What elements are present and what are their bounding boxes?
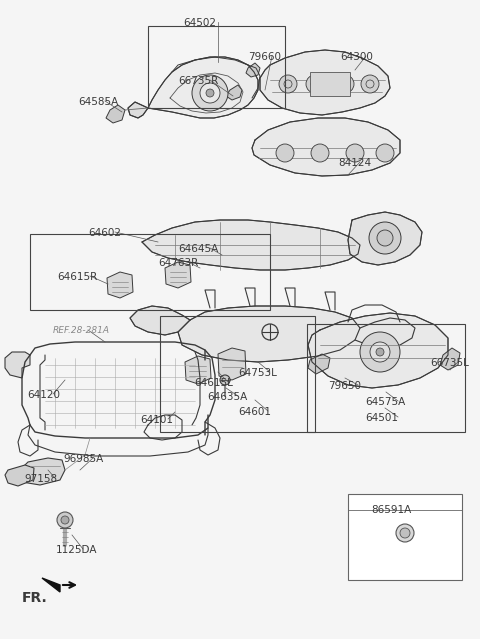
Bar <box>348 494 462 580</box>
Bar <box>160 316 315 432</box>
Bar <box>307 324 465 432</box>
Text: 66735R: 66735R <box>178 76 218 86</box>
Polygon shape <box>348 212 422 265</box>
Circle shape <box>306 75 324 93</box>
Circle shape <box>370 342 390 362</box>
Polygon shape <box>165 262 191 288</box>
Circle shape <box>346 144 364 162</box>
Text: 64635A: 64635A <box>207 392 247 402</box>
Polygon shape <box>308 354 330 374</box>
Text: 64502: 64502 <box>183 18 216 28</box>
Polygon shape <box>218 348 246 380</box>
Polygon shape <box>252 118 400 176</box>
Polygon shape <box>148 57 258 118</box>
Bar <box>148 26 285 108</box>
Polygon shape <box>260 50 390 115</box>
Text: 97158: 97158 <box>24 474 57 484</box>
Text: 96985A: 96985A <box>63 454 103 464</box>
Text: 64585A: 64585A <box>78 97 118 107</box>
Polygon shape <box>106 105 125 123</box>
Text: FR.: FR. <box>22 591 48 605</box>
Text: 66735L: 66735L <box>430 358 469 368</box>
Circle shape <box>396 524 414 542</box>
Circle shape <box>311 144 329 162</box>
Text: 79650: 79650 <box>328 381 361 391</box>
Text: 64763R: 64763R <box>158 258 198 268</box>
Polygon shape <box>185 356 211 384</box>
Text: 84124: 84124 <box>338 158 371 168</box>
Text: 64615R: 64615R <box>57 272 97 282</box>
Text: 64101: 64101 <box>140 415 173 425</box>
Circle shape <box>279 75 297 93</box>
Circle shape <box>400 528 410 538</box>
Circle shape <box>369 222 401 254</box>
Circle shape <box>192 75 228 111</box>
Text: 64753L: 64753L <box>238 368 277 378</box>
Text: 64501: 64501 <box>365 413 398 423</box>
Polygon shape <box>18 458 65 485</box>
Text: 64300: 64300 <box>340 52 373 62</box>
Circle shape <box>376 348 384 356</box>
Polygon shape <box>130 306 190 335</box>
Text: 64602: 64602 <box>88 228 121 238</box>
Text: 64645A: 64645A <box>178 244 218 254</box>
Text: 64575A: 64575A <box>365 397 405 407</box>
Circle shape <box>200 83 220 103</box>
Polygon shape <box>226 85 242 100</box>
Polygon shape <box>178 306 360 362</box>
Polygon shape <box>5 352 30 378</box>
Polygon shape <box>42 578 60 592</box>
Text: 64601: 64601 <box>238 407 271 417</box>
Circle shape <box>206 89 214 97</box>
Text: 86591A: 86591A <box>371 505 411 515</box>
Circle shape <box>220 375 230 385</box>
Text: 64615L: 64615L <box>194 378 233 388</box>
Polygon shape <box>5 465 34 486</box>
Circle shape <box>61 516 69 524</box>
Circle shape <box>276 144 294 162</box>
Polygon shape <box>440 348 460 370</box>
Circle shape <box>336 75 354 93</box>
Circle shape <box>377 230 393 246</box>
Text: REF.28-281A: REF.28-281A <box>53 326 110 335</box>
Polygon shape <box>142 220 360 270</box>
Circle shape <box>376 144 394 162</box>
Circle shape <box>361 75 379 93</box>
Text: 79660: 79660 <box>248 52 281 62</box>
Polygon shape <box>246 63 260 77</box>
Polygon shape <box>128 102 148 118</box>
Bar <box>30 234 270 310</box>
Polygon shape <box>308 313 448 388</box>
Polygon shape <box>355 318 415 348</box>
Bar <box>310 72 350 96</box>
Circle shape <box>360 332 400 372</box>
Text: 64120: 64120 <box>27 390 60 400</box>
Circle shape <box>57 512 73 528</box>
Text: 1125DA: 1125DA <box>56 545 97 555</box>
Polygon shape <box>107 272 133 298</box>
